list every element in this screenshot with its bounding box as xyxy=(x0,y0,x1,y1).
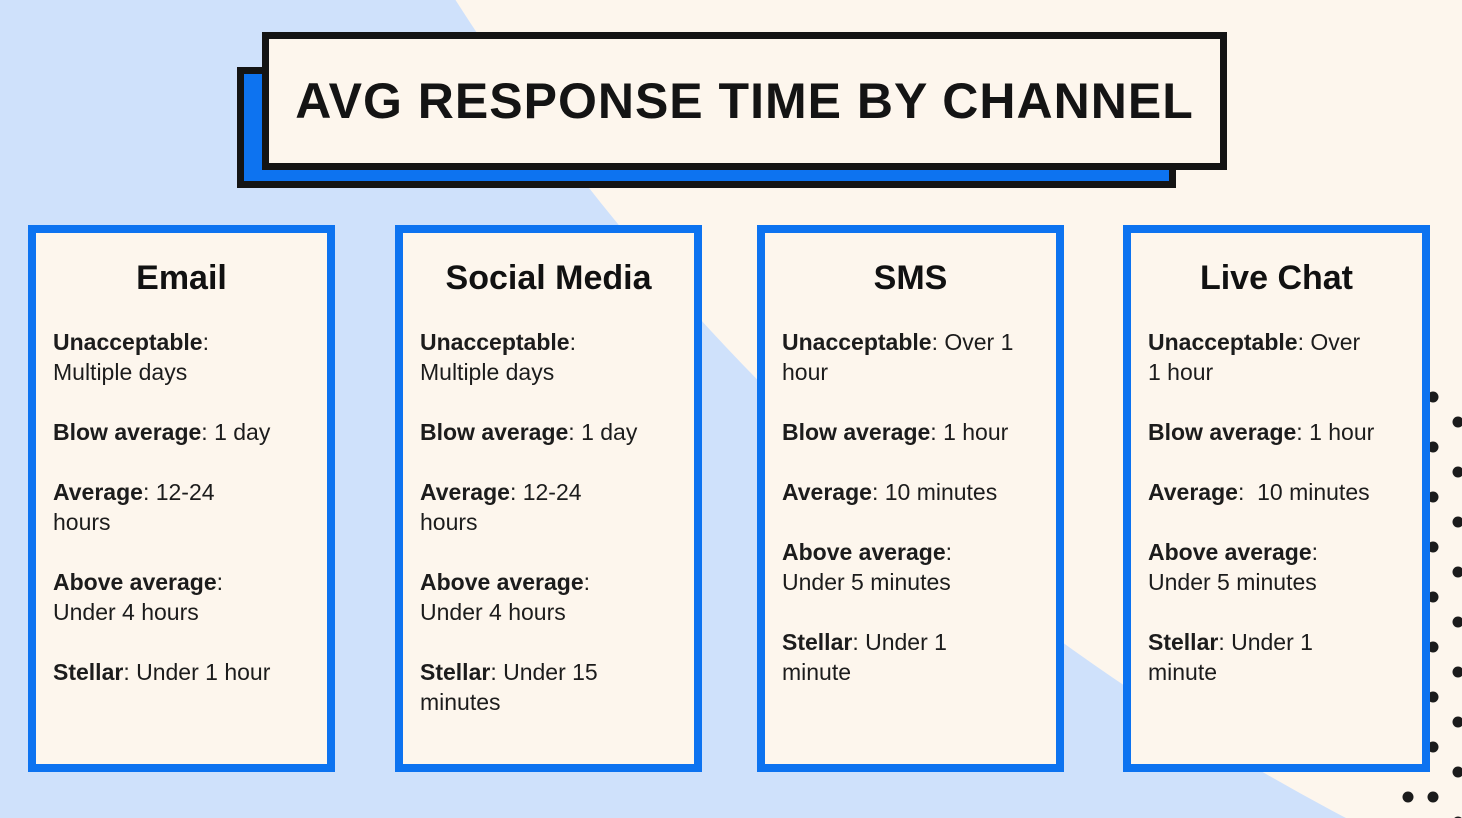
polka-dot xyxy=(1427,441,1439,453)
tier-label: Stellar xyxy=(420,659,491,685)
polka-dot xyxy=(1427,591,1439,603)
tier-value: : Under 5 minutes xyxy=(1148,539,1319,595)
channel-card: Social Media Unacceptable: Multiple days… xyxy=(395,225,702,772)
tier-item: Average: 12-24 hours xyxy=(420,477,677,537)
tier-label: Blow average xyxy=(1148,419,1297,445)
tier-item: Above average: Under 5 minutes xyxy=(1148,537,1405,597)
card-title: Live Chat xyxy=(1199,259,1354,297)
tier-label: Average xyxy=(782,479,872,505)
tier-label: Unacceptable xyxy=(53,329,203,355)
tier-value: : 1 day xyxy=(201,419,271,445)
tier-value: : Under 4 hours xyxy=(53,569,224,625)
polka-dot xyxy=(1452,766,1462,778)
tier-label: Unacceptable xyxy=(1148,329,1298,355)
tier-value: : 10 minutes xyxy=(871,479,998,505)
tier-value: : 1 hour xyxy=(1296,419,1375,445)
card-items: Unacceptable: Multiple days Blow average… xyxy=(53,327,310,687)
polka-dot xyxy=(1402,791,1414,803)
polka-dot xyxy=(1427,541,1439,553)
tier-label: Average xyxy=(1148,479,1238,505)
tier-item: Unacceptable: Over 1 hour xyxy=(1148,327,1405,387)
tier-item: Average: 10 minutes xyxy=(1148,477,1405,507)
tier-value: : 12-24 hours xyxy=(420,479,582,535)
tier-label: Unacceptable xyxy=(420,329,570,355)
card-title: SMS xyxy=(873,259,948,297)
tier-value: : Under 15 minutes xyxy=(420,659,598,715)
tier-value: : 10 minutes xyxy=(1237,479,1370,505)
tier-label: Stellar xyxy=(53,659,124,685)
title-banner: AVG RESPONSE TIME BY CHANNEL xyxy=(262,32,1227,170)
tier-item: Stellar: Under 1 hour xyxy=(53,657,310,687)
tier-item: Blow average: 1 hour xyxy=(782,417,1039,447)
polka-dot xyxy=(1427,641,1439,653)
tier-label: Above average xyxy=(782,539,946,565)
polka-dot xyxy=(1452,516,1462,528)
tier-item: Blow average: 1 hour xyxy=(1148,417,1405,447)
tier-value: : Multiple days xyxy=(420,329,576,385)
tier-item: Average: 12-24 hours xyxy=(53,477,310,537)
tier-item: Above average: Under 5 minutes xyxy=(782,537,1039,597)
polka-dot xyxy=(1427,691,1439,703)
tier-label: Average xyxy=(53,479,143,505)
channel-card: Live Chat Unacceptable: Over 1 hour Blow… xyxy=(1123,225,1430,772)
tier-item: Above average: Under 4 hours xyxy=(420,567,677,627)
channel-card: SMS Unacceptable: Over 1 hour Blow avera… xyxy=(757,225,1064,772)
tier-label: Blow average xyxy=(420,419,569,445)
tier-label: Stellar xyxy=(782,629,853,655)
tier-value: : Under 5 minutes xyxy=(782,539,953,595)
tier-label: Above average xyxy=(1148,539,1312,565)
tier-value: : Over 1 hour xyxy=(1148,329,1361,385)
page-title: AVG RESPONSE TIME BY CHANNEL xyxy=(295,73,1194,129)
tier-item: Stellar: Under 1 minute xyxy=(1148,627,1405,687)
polka-dot xyxy=(1452,566,1462,578)
tier-label: Blow average xyxy=(53,419,202,445)
tier-value: : Multiple days xyxy=(53,329,209,385)
tier-value: : Over 1 hour xyxy=(782,329,1014,385)
tier-value: : Under 1 hour xyxy=(123,659,271,685)
polka-dot xyxy=(1427,491,1439,503)
tier-label: Blow average xyxy=(782,419,931,445)
card-items: Unacceptable: Over 1 hour Blow average: … xyxy=(782,327,1039,687)
tier-value: : Under 4 hours xyxy=(420,569,591,625)
tier-value: : 12-24 hours xyxy=(53,479,215,535)
tier-item: Stellar: Under 1 minute xyxy=(782,627,1039,687)
polka-dot xyxy=(1452,416,1462,428)
tier-label: Stellar xyxy=(1148,629,1219,655)
tier-item: Unacceptable: Over 1 hour xyxy=(782,327,1039,387)
polka-dot xyxy=(1452,716,1462,728)
tier-item: Blow average: 1 day xyxy=(420,417,677,447)
polka-dot xyxy=(1452,666,1462,678)
tier-item: Unacceptable: Multiple days xyxy=(420,327,677,387)
card-title: Email xyxy=(136,259,227,297)
tier-item: Average: 10 minutes xyxy=(782,477,1039,507)
tier-label: Unacceptable xyxy=(782,329,932,355)
tier-value: : 1 day xyxy=(568,419,638,445)
polka-dot xyxy=(1452,466,1462,478)
card-items: Unacceptable: Multiple days Blow average… xyxy=(420,327,677,717)
polka-dot xyxy=(1427,391,1439,403)
polka-dot xyxy=(1427,741,1439,753)
polka-dot xyxy=(1452,616,1462,628)
card-title: Social Media xyxy=(445,259,652,297)
tier-label: Above average xyxy=(53,569,217,595)
polka-dot xyxy=(1427,791,1439,803)
tier-value: : Under 1 minute xyxy=(782,629,947,685)
tier-item: Above average: Under 4 hours xyxy=(53,567,310,627)
card-items: Unacceptable: Over 1 hour Blow average: … xyxy=(1148,327,1405,687)
tier-item: Stellar: Under 15 minutes xyxy=(420,657,677,717)
tier-label: Above average xyxy=(420,569,584,595)
tier-item: Unacceptable: Multiple days xyxy=(53,327,310,387)
tier-value: : 1 hour xyxy=(930,419,1009,445)
tier-value: : Under 1 minute xyxy=(1148,629,1313,685)
tier-item: Blow average: 1 day xyxy=(53,417,310,447)
tier-label: Average xyxy=(420,479,510,505)
channel-card: Email Unacceptable: Multiple days Blow a… xyxy=(28,225,335,772)
